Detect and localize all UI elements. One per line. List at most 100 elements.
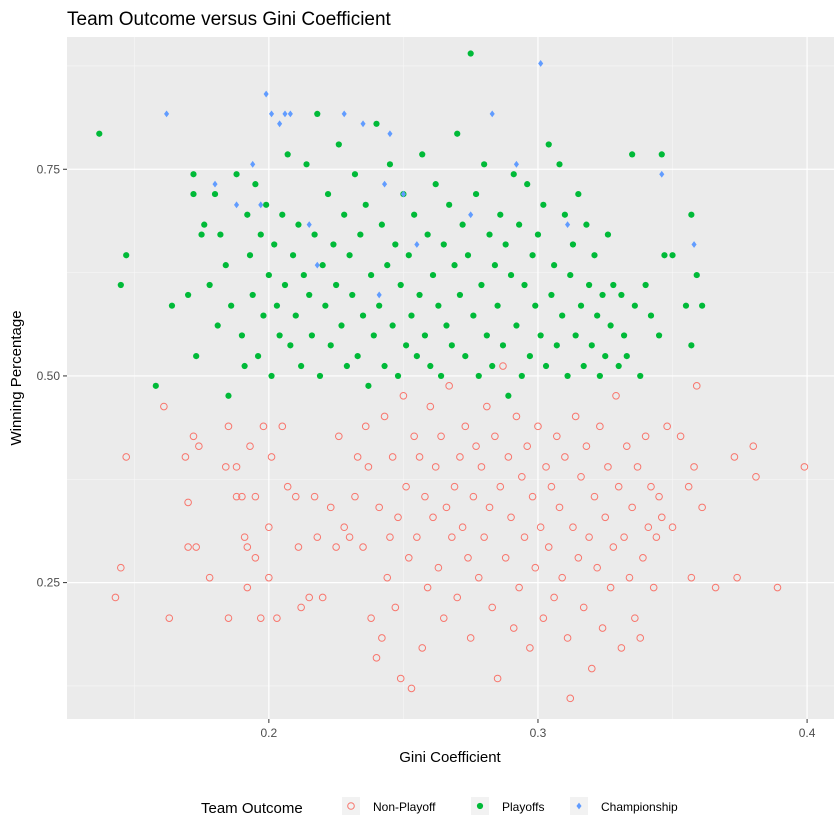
non-playoff-point bbox=[520, 533, 529, 541]
non-playoff-point bbox=[165, 614, 174, 622]
playoffs-point bbox=[254, 352, 262, 360]
non-playoff-point bbox=[380, 412, 389, 421]
non-playoff-point bbox=[426, 402, 435, 411]
playoffs-point bbox=[688, 342, 695, 349]
non-playoff-point bbox=[265, 573, 273, 582]
non-playoff-point bbox=[582, 442, 591, 451]
non-playoff-point bbox=[189, 432, 198, 441]
non-playoff-point bbox=[542, 463, 550, 471]
playoffs-point bbox=[483, 332, 490, 339]
non-playoff-point bbox=[561, 453, 569, 461]
playoffs-point bbox=[117, 281, 124, 289]
non-playoff-point bbox=[515, 583, 523, 592]
playoffs-point bbox=[413, 352, 420, 360]
non-playoff-point bbox=[273, 614, 281, 622]
non-playoff-point bbox=[773, 583, 782, 592]
playoffs-point bbox=[491, 262, 499, 269]
non-playoff-point bbox=[480, 533, 488, 541]
playoffs-point bbox=[384, 262, 391, 269]
playoffs-point bbox=[252, 181, 259, 188]
non-playoff-point bbox=[539, 614, 548, 622]
non-playoff-point bbox=[639, 554, 647, 562]
non-playoff-point bbox=[399, 391, 408, 400]
non-playoff-point bbox=[294, 543, 303, 551]
legend-title: Team Outcome bbox=[201, 800, 303, 817]
playoffs-point bbox=[513, 322, 520, 329]
playoffs-point bbox=[394, 372, 402, 380]
championship-point bbox=[468, 211, 474, 219]
non-playoff-point bbox=[749, 442, 758, 451]
non-playoff-point bbox=[461, 422, 470, 431]
playoffs-point bbox=[246, 252, 254, 259]
championship-point bbox=[414, 241, 420, 248]
non-playoff-point bbox=[224, 422, 233, 431]
non-playoff-point bbox=[431, 463, 440, 471]
playoffs-point bbox=[432, 181, 439, 188]
non-playoff-point bbox=[345, 533, 354, 541]
non-playoff-point bbox=[571, 412, 580, 421]
non-playoff-point bbox=[458, 523, 467, 532]
playoffs-point bbox=[615, 362, 622, 370]
non-playoff-point bbox=[332, 543, 340, 551]
non-playoff-point bbox=[466, 634, 475, 642]
non-playoff-point bbox=[375, 503, 383, 512]
playoffs-point bbox=[594, 312, 601, 319]
non-playoff-point bbox=[353, 453, 362, 461]
playoffs-point bbox=[289, 252, 297, 259]
playoffs-point bbox=[637, 372, 644, 380]
non-playoff-point bbox=[418, 644, 427, 652]
non-playoff-point bbox=[386, 533, 394, 541]
non-playoff-point bbox=[614, 482, 623, 491]
playoffs-point bbox=[354, 352, 361, 360]
non-playoff-point bbox=[617, 644, 626, 652]
plot-panel bbox=[67, 37, 834, 719]
playoffs-point bbox=[437, 372, 445, 380]
non-playoff-point bbox=[305, 593, 314, 602]
playoffs-point bbox=[454, 130, 461, 137]
non-playoff-point bbox=[410, 432, 418, 441]
playoffs-point bbox=[276, 332, 283, 339]
playoffs-point bbox=[561, 211, 568, 218]
playoffs-point bbox=[462, 352, 469, 360]
non-playoff-point bbox=[429, 513, 437, 522]
playoffs-point bbox=[295, 221, 302, 228]
non-playoff-point bbox=[340, 523, 348, 532]
playoffs-point bbox=[526, 352, 533, 360]
non-playoff-point bbox=[501, 554, 510, 562]
non-playoff-point bbox=[606, 583, 615, 592]
playoffs-point bbox=[233, 171, 240, 178]
non-playoff-point bbox=[326, 503, 335, 512]
playoffs-point bbox=[502, 241, 509, 248]
playoffs-point bbox=[322, 302, 329, 309]
playoffs-point bbox=[370, 332, 377, 339]
championship-point bbox=[513, 160, 519, 168]
legend-label: Non-Playoff bbox=[373, 800, 436, 814]
non-playoff-point bbox=[122, 453, 131, 461]
playoffs-point bbox=[359, 312, 367, 319]
championship-point bbox=[287, 110, 293, 118]
championship-point bbox=[382, 180, 388, 188]
championship-point bbox=[268, 110, 275, 118]
playoffs-point bbox=[249, 291, 256, 299]
non-playoff-point bbox=[593, 563, 601, 572]
non-playoff-point bbox=[504, 453, 513, 461]
non-playoff-point bbox=[483, 402, 491, 411]
legend-key-marker bbox=[476, 802, 484, 810]
championship-point bbox=[314, 261, 320, 269]
playoffs-point bbox=[564, 372, 571, 380]
non-playoff-point bbox=[383, 573, 392, 582]
non-playoff-point bbox=[434, 563, 443, 572]
playoffs-point bbox=[494, 302, 501, 309]
non-playoff-point bbox=[752, 472, 760, 481]
playoffs-point bbox=[389, 322, 396, 329]
non-playoff-point bbox=[251, 554, 260, 562]
non-playoff-point bbox=[181, 453, 190, 461]
non-playoff-point bbox=[448, 533, 456, 541]
playoffs-point bbox=[475, 372, 482, 380]
playoffs-point bbox=[211, 190, 219, 198]
championship-point bbox=[489, 110, 495, 118]
playoffs-point bbox=[190, 190, 197, 198]
non-playoff-point bbox=[668, 523, 677, 532]
playoffs-point bbox=[416, 291, 423, 299]
y-tick-label: 0.50 bbox=[37, 369, 61, 383]
